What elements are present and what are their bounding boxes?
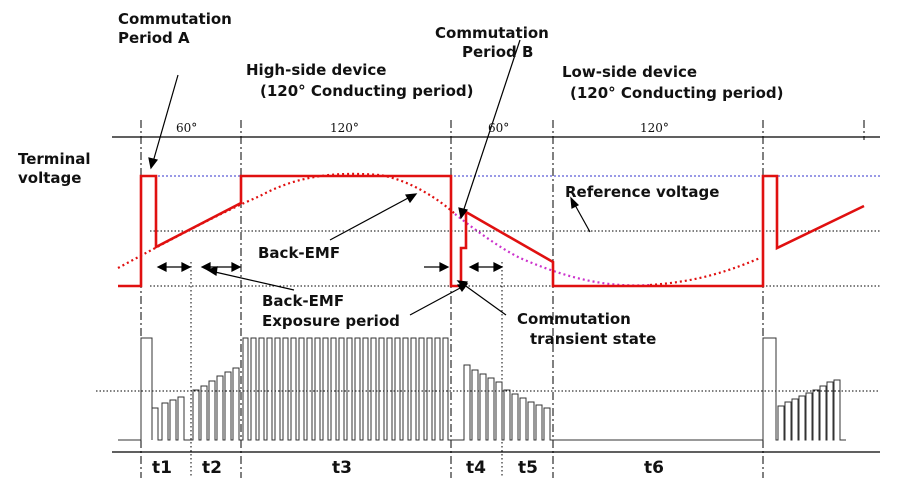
commutation-b-label-line2: Period B bbox=[462, 43, 533, 61]
terminal-voltage-wave bbox=[118, 174, 865, 288]
back-emf-exposure-label-line2: Exposure period bbox=[262, 312, 400, 330]
back-emf-transition bbox=[454, 213, 651, 287]
interval-t5: t5 bbox=[518, 458, 538, 478]
commutation-b-label-line1: Commutation bbox=[435, 24, 549, 42]
pointer-arrows bbox=[148, 39, 591, 316]
interval-t4: t4 bbox=[466, 458, 486, 478]
interval-t2: t2 bbox=[202, 458, 222, 478]
interval-t3: t3 bbox=[332, 458, 352, 478]
terminal-voltage-label-line1: Terminal bbox=[18, 150, 91, 168]
reference-voltage-label: Reference voltage bbox=[565, 183, 719, 201]
low-side-label-line1: Low-side device bbox=[562, 63, 697, 81]
high-side-label-line1: High-side device bbox=[246, 61, 386, 79]
sub-dividers bbox=[190, 262, 503, 478]
angle-label-120-b: 120° bbox=[640, 121, 669, 135]
back-emf-exposure-label-line1: Back-EMF bbox=[262, 292, 344, 310]
angle-label-120-a: 120° bbox=[330, 121, 359, 135]
angle-label-60-a: 60° bbox=[176, 121, 197, 135]
commutation-a-label-line2: Period A bbox=[118, 29, 190, 47]
commutation-transient-label-line1: Commutation bbox=[517, 310, 631, 328]
high-side-label-line2: (120° Conducting period) bbox=[260, 82, 474, 100]
interval-t6: t6 bbox=[644, 458, 664, 478]
terminal-voltage-label-line2: voltage bbox=[18, 169, 81, 187]
commutation-a-label-line1: Commutation bbox=[118, 10, 232, 28]
interval-t1: t1 bbox=[152, 458, 172, 478]
pwm-waveform bbox=[118, 337, 846, 441]
low-side-label-line2: (120° Conducting period) bbox=[570, 84, 784, 102]
commutation-transient-label-line2: transient state bbox=[530, 330, 656, 348]
exposure-arrows bbox=[156, 262, 504, 272]
angle-label-60-b: 60° bbox=[488, 121, 509, 135]
back-emf-label: Back-EMF bbox=[258, 244, 340, 262]
back-emf-wave-rising bbox=[649, 256, 761, 287]
